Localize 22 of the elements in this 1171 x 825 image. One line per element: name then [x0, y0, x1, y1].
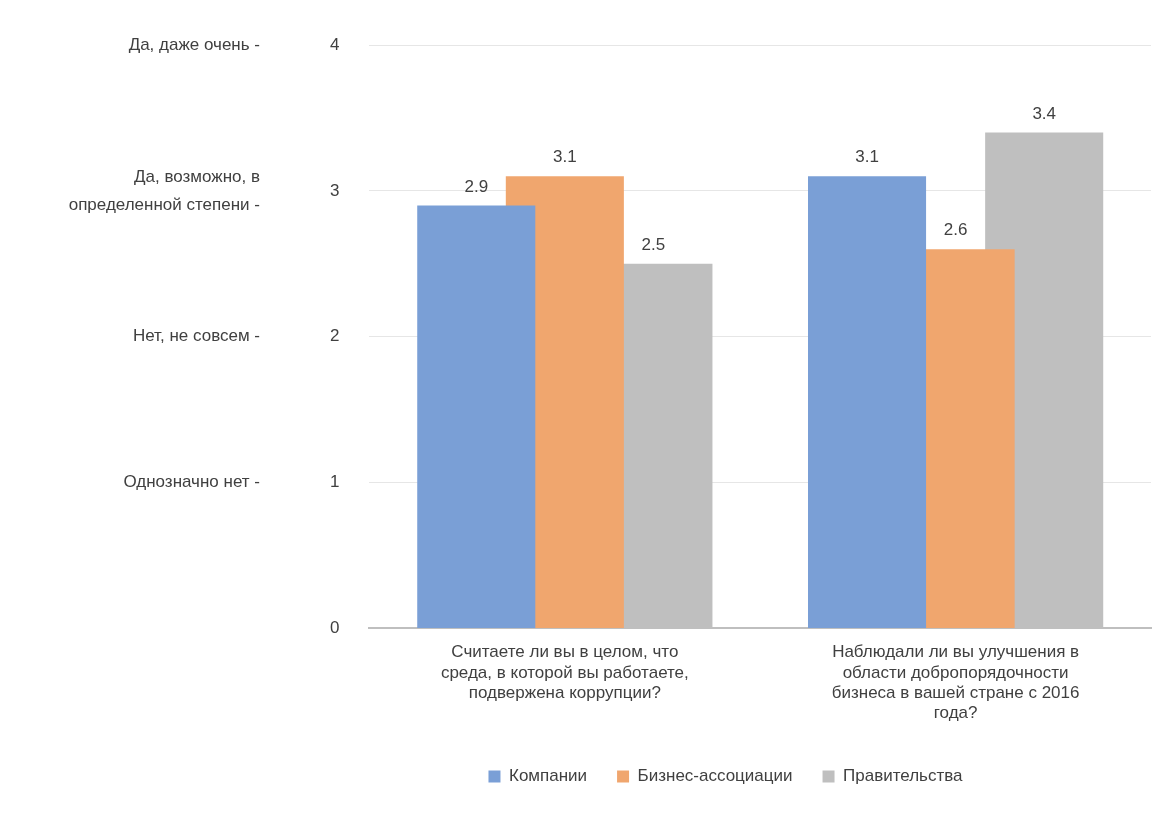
text: Да, даже очень -	[128, 34, 260, 54]
legend-label: Компании	[508, 766, 588, 786]
text: Да, возможно, в определенной степени -	[68, 166, 260, 214]
legend-label: Бизнес-ассоциации	[637, 766, 793, 786]
data-label: 2.5	[641, 234, 666, 254]
data-label: 3.1	[855, 147, 879, 167]
text: Однозначно нет -	[123, 472, 260, 492]
bar	[417, 205, 536, 628]
text: Нет, не совсем -	[132, 326, 260, 346]
x-tick-label: Наблюдали ли вы улучшения в области добропорядочности бизнеса в вашей стране с 2016 года?	[831, 642, 1080, 723]
y-tick-label: 2	[329, 326, 340, 346]
y-tick-label: 0	[329, 618, 340, 638]
y-tick-label: 1	[329, 472, 340, 492]
legend-label: Правительства	[843, 766, 964, 786]
data-label: 3.1	[553, 147, 577, 167]
data-label: 2.6	[943, 220, 968, 240]
y-tick-label: 3	[329, 180, 340, 200]
bar	[808, 176, 927, 628]
x-tick-label: Считаете ли вы в целом, что среда, в которой вы работаете, подвержена коррупции?	[440, 642, 689, 703]
data-label: 2.9	[464, 176, 489, 196]
y-tick-label: 4	[329, 34, 340, 54]
data-label: 3.4	[1032, 103, 1057, 123]
